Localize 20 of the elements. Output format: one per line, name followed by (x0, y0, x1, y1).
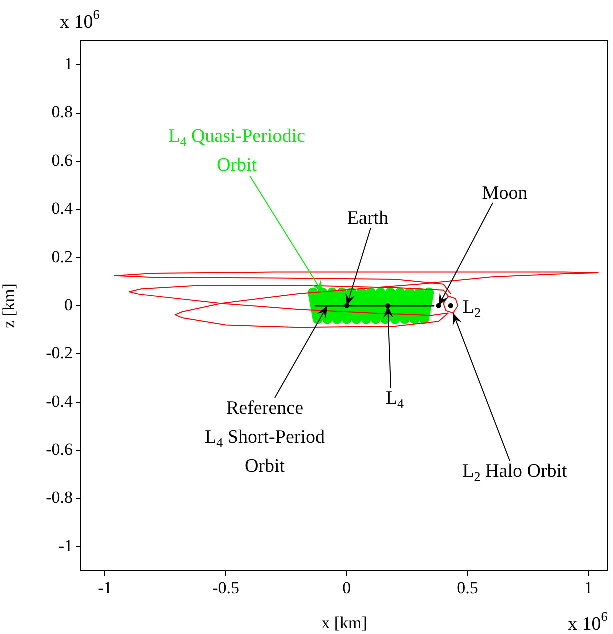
y-tick-label: 0.2 (52, 247, 73, 266)
y-tick-label: -1 (58, 536, 73, 556)
x-tick-label: -1 (98, 578, 112, 598)
annotation: Earth (347, 208, 390, 229)
y-tick-label: 0.8 (52, 102, 73, 122)
y-tick-label: -0.2 (46, 344, 73, 363)
x-tick-label: 1 (584, 578, 593, 598)
y-tick-label: 0.6 (52, 150, 73, 170)
y-tick-label: -0.4 (46, 392, 74, 411)
y-tick-label: 0.4 (52, 199, 74, 218)
x-tick-label: -0.5 (212, 578, 240, 598)
x-tick-label: 0 (342, 578, 352, 598)
y-tick-label: 0 (64, 295, 73, 314)
y-tick-label: -0.6 (46, 440, 73, 460)
y-axis-title: z [km] (0, 284, 19, 328)
annotation: Moon (482, 182, 528, 204)
x-tick-label: 0.5 (457, 578, 478, 598)
x-axis-title: x [km] (322, 613, 368, 632)
y-tick-label: -0.8 (46, 488, 73, 508)
y-tick-label: 1 (64, 54, 73, 74)
